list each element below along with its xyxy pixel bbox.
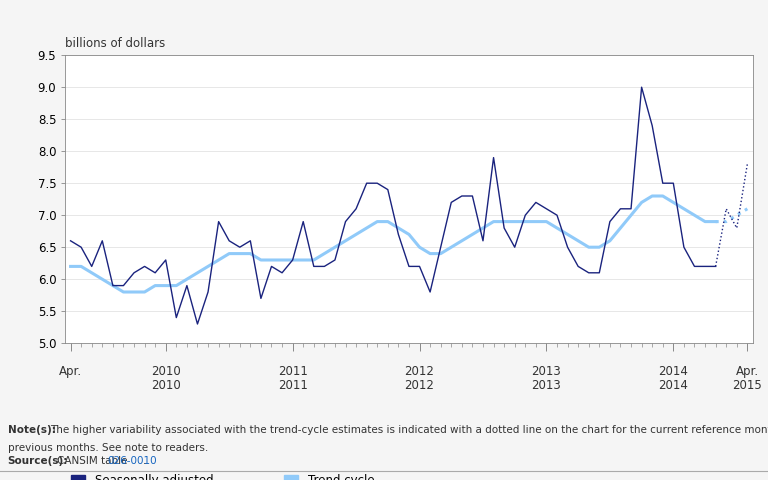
Text: 2012: 2012: [405, 379, 435, 392]
Text: The higher variability associated with the trend-cycle estimates is indicated wi: The higher variability associated with t…: [50, 425, 768, 435]
Text: .: .: [143, 456, 146, 466]
Text: billions of dollars: billions of dollars: [65, 37, 166, 50]
Text: Note(s):: Note(s):: [8, 425, 55, 435]
Text: 2011: 2011: [278, 365, 307, 378]
Text: 2014: 2014: [658, 379, 688, 392]
Text: 2013: 2013: [531, 365, 561, 378]
Text: 2010: 2010: [151, 379, 180, 392]
Text: 2015: 2015: [733, 379, 762, 392]
Text: 2014: 2014: [658, 365, 688, 378]
Text: CANSIM table: CANSIM table: [57, 456, 131, 466]
Text: 2012: 2012: [405, 365, 435, 378]
Text: Apr.: Apr.: [59, 365, 82, 378]
Text: 026-0010: 026-0010: [108, 456, 157, 466]
Text: Apr.: Apr.: [736, 365, 759, 378]
Text: 2013: 2013: [531, 379, 561, 392]
Text: previous months. See note to readers.: previous months. See note to readers.: [8, 443, 208, 453]
Text: Source(s):: Source(s):: [8, 456, 68, 466]
Text: 2011: 2011: [278, 379, 307, 392]
Legend: Seasonally adjusted, Trend cycle: Seasonally adjusted, Trend cycle: [71, 474, 375, 480]
Text: 2010: 2010: [151, 365, 180, 378]
